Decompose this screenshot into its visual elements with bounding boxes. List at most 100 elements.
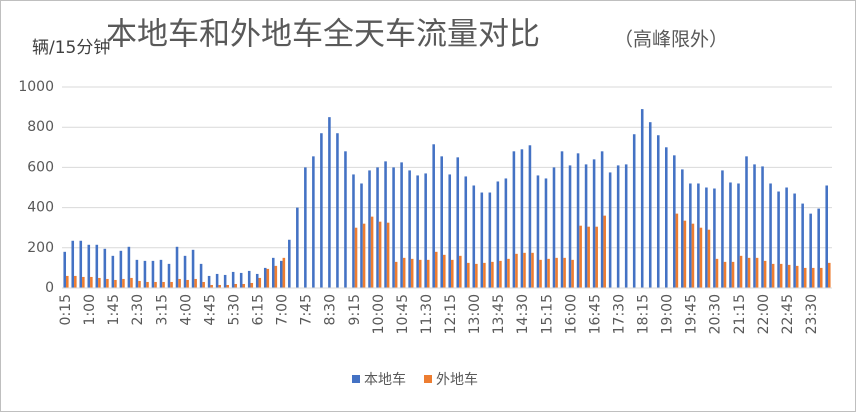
bar xyxy=(271,257,275,288)
x-tick-label: 23:30 xyxy=(804,294,820,334)
bar xyxy=(536,175,540,288)
bar xyxy=(819,267,823,288)
bar xyxy=(515,253,518,288)
bar xyxy=(520,149,524,288)
bar xyxy=(239,272,243,288)
bar xyxy=(483,262,486,288)
bar xyxy=(71,240,75,288)
bar xyxy=(640,109,644,288)
bar xyxy=(467,262,470,288)
bar xyxy=(699,227,703,288)
bar xyxy=(683,220,687,288)
bar xyxy=(82,276,85,288)
y-tick-label: 1000 xyxy=(18,79,54,95)
bar xyxy=(563,257,566,288)
bar xyxy=(459,255,462,288)
bar xyxy=(451,259,454,288)
bar xyxy=(250,282,254,288)
bar xyxy=(681,169,684,288)
bar xyxy=(480,192,484,288)
bar xyxy=(795,265,799,288)
bar xyxy=(215,273,219,288)
x-tick-label: 10:45 xyxy=(395,294,411,334)
bar xyxy=(539,259,542,288)
x-tick-label: 3:15 xyxy=(154,294,170,325)
bar xyxy=(288,239,291,288)
x-tick-label: 15:15 xyxy=(539,294,555,334)
bar xyxy=(442,254,446,288)
bar xyxy=(218,284,221,288)
bar xyxy=(723,261,727,288)
bar xyxy=(207,275,211,288)
bar xyxy=(531,252,534,288)
bar xyxy=(410,258,414,288)
bar xyxy=(600,151,604,288)
legend-swatch xyxy=(352,375,360,383)
bar xyxy=(713,188,716,288)
bar xyxy=(491,261,494,288)
bar xyxy=(707,229,711,288)
bar xyxy=(400,162,403,288)
x-tick-label: 9:15 xyxy=(347,294,363,325)
bar xyxy=(827,262,831,288)
bar xyxy=(255,273,259,288)
bar xyxy=(416,175,419,288)
bar xyxy=(779,263,783,288)
bar xyxy=(418,259,422,288)
bar xyxy=(755,257,759,288)
bar xyxy=(616,165,620,288)
bar xyxy=(360,183,363,288)
bar xyxy=(210,284,213,288)
bar xyxy=(675,213,679,288)
bar xyxy=(825,185,828,288)
bar xyxy=(111,255,115,288)
bar xyxy=(258,277,262,288)
bar xyxy=(592,159,596,288)
bar xyxy=(624,164,628,288)
x-tick-label: 10:00 xyxy=(371,294,387,334)
x-tick-label: 0:15 xyxy=(58,294,74,325)
bar xyxy=(234,283,238,288)
bar xyxy=(584,164,588,288)
bar xyxy=(747,257,751,288)
bar xyxy=(408,170,411,288)
x-tick-label: 1:00 xyxy=(82,294,98,325)
x-tick-label: 4:00 xyxy=(178,294,194,325)
chart-title: 本地车和外地车全天车流量对比 xyxy=(106,17,540,53)
bar xyxy=(370,216,374,288)
bar xyxy=(296,207,299,288)
bar xyxy=(90,276,93,288)
bar xyxy=(547,258,550,288)
bar xyxy=(202,281,205,288)
bar xyxy=(721,170,724,288)
bar xyxy=(119,250,123,288)
bar xyxy=(739,255,743,288)
bar xyxy=(560,151,564,288)
x-tick-label: 12:15 xyxy=(443,294,459,334)
bar xyxy=(544,178,548,288)
bar xyxy=(178,278,181,288)
bar xyxy=(665,147,668,288)
bar xyxy=(143,260,147,288)
bar xyxy=(448,174,452,288)
bar xyxy=(368,170,371,288)
bar xyxy=(344,151,347,288)
bar xyxy=(587,226,590,288)
bar xyxy=(274,265,278,288)
bar xyxy=(304,167,307,288)
bar xyxy=(282,257,286,288)
bar xyxy=(354,227,358,288)
bar xyxy=(138,280,141,288)
bar xyxy=(98,277,101,288)
bar xyxy=(595,226,598,288)
bar xyxy=(737,183,740,288)
bar xyxy=(135,259,139,288)
bar xyxy=(568,165,572,288)
bar xyxy=(456,157,460,288)
x-tick-label: 4:45 xyxy=(202,294,218,325)
x-tick-label: 22:00 xyxy=(756,294,772,334)
bar xyxy=(432,144,435,288)
bar xyxy=(499,260,502,288)
bar xyxy=(159,259,163,288)
bar xyxy=(151,260,155,288)
